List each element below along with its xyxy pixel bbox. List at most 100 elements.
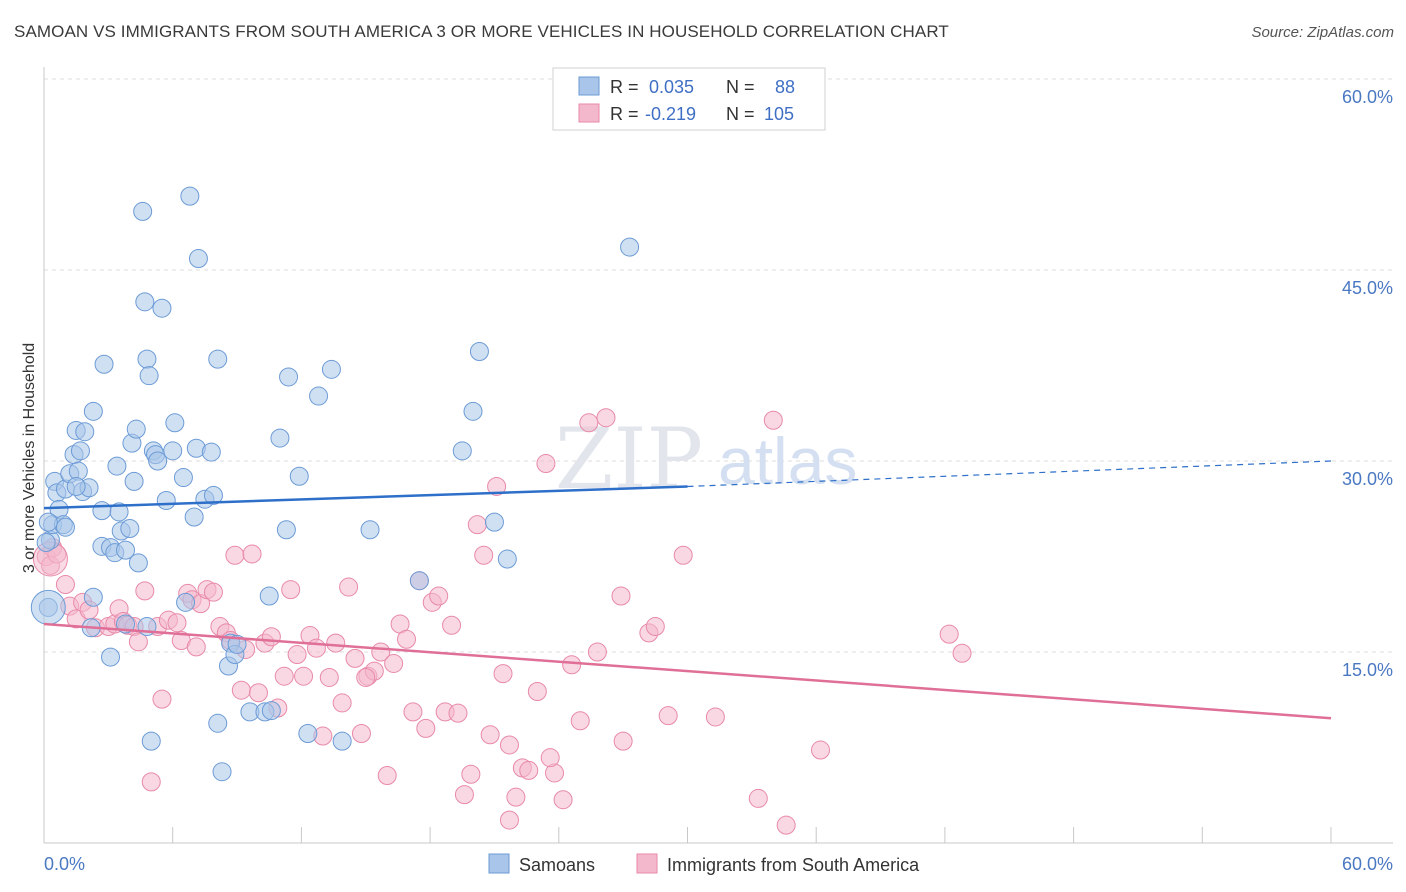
samoans-point xyxy=(135,292,155,312)
samoans-point xyxy=(227,634,247,654)
samoans-point xyxy=(176,592,196,612)
samoans-point xyxy=(208,349,228,369)
immigrants-point xyxy=(579,413,599,433)
x-tick-label: 0.0% xyxy=(44,854,85,874)
immigrants-point xyxy=(416,718,436,738)
watermark: ZIP atlas xyxy=(555,410,857,508)
immigrants-point xyxy=(553,790,573,810)
samoans-point xyxy=(36,532,56,552)
immigrants-point xyxy=(527,681,547,701)
series-legend-label-samoans: Samoans xyxy=(519,855,595,875)
immigrants-point xyxy=(454,785,474,805)
samoans-point xyxy=(360,520,380,540)
immigrants-point xyxy=(332,693,352,713)
immigrants-point xyxy=(810,740,830,760)
samoans-point xyxy=(133,201,153,221)
immigrants-point xyxy=(658,706,678,726)
samoans-point xyxy=(83,587,103,607)
samoans-point xyxy=(188,249,208,269)
watermark-zip: ZIP xyxy=(555,410,703,508)
samoans-point xyxy=(173,468,193,488)
samoans-point xyxy=(409,571,429,591)
immigrants-point xyxy=(461,764,481,784)
samoans-point xyxy=(332,731,352,751)
grid-lines xyxy=(44,78,1393,653)
samoans-point xyxy=(463,401,483,421)
immigrants-point xyxy=(377,766,397,786)
axes xyxy=(43,67,1393,844)
samoans-point xyxy=(276,520,296,540)
samoans-point xyxy=(309,386,329,406)
immigrants-point xyxy=(225,545,245,565)
immigrants-point xyxy=(448,703,468,723)
legend-swatch-samoans xyxy=(578,76,600,96)
samoans-point xyxy=(497,549,517,569)
samoans-trend-line xyxy=(43,485,688,510)
samoans-point xyxy=(100,647,120,667)
legend-r-label-samoans: R = xyxy=(610,77,639,97)
immigrants-point xyxy=(351,723,371,743)
immigrants-point xyxy=(596,408,616,428)
immigrants-point xyxy=(748,788,768,808)
immigrants-point xyxy=(442,615,462,635)
samoans-point xyxy=(208,713,228,733)
series-legend-swatch-immigrants xyxy=(636,853,658,874)
immigrants-point xyxy=(487,476,507,496)
samoans-point xyxy=(163,441,183,461)
samoans-point xyxy=(126,419,146,439)
samoans-point xyxy=(38,512,58,532)
immigrants-point xyxy=(294,666,314,686)
immigrants-point xyxy=(384,653,404,673)
immigrants-point xyxy=(339,577,359,597)
samoans-point xyxy=(156,490,176,510)
samoans-point xyxy=(203,485,223,505)
legend-swatch-immigrants xyxy=(578,103,600,123)
immigrants-point xyxy=(673,545,693,565)
samoans-point xyxy=(152,298,172,318)
y-axis-label: 3 or more Vehicles in Household xyxy=(21,343,38,573)
samoans-point xyxy=(83,401,103,421)
immigrants-point xyxy=(128,632,148,652)
y-tick-label: 45.0% xyxy=(1342,278,1393,298)
samoans-point xyxy=(139,366,159,386)
immigrants-point xyxy=(705,707,725,727)
samoans-point xyxy=(94,354,114,374)
samoans-point xyxy=(137,349,157,369)
samoans-point xyxy=(452,441,472,461)
immigrants-point xyxy=(356,667,376,687)
y-tick-label: 30.0% xyxy=(1342,469,1393,489)
y-tick-label: 60.0% xyxy=(1342,87,1393,107)
samoans-trend-extension xyxy=(687,460,1332,488)
immigrants-point xyxy=(467,515,487,535)
samoans-point xyxy=(128,553,148,573)
immigrants-point xyxy=(776,815,796,835)
immigrants-point xyxy=(203,582,223,602)
samoans-point xyxy=(70,441,90,461)
immigrants-point xyxy=(645,617,665,637)
samoans-point xyxy=(165,413,185,433)
legend-r-value-immigrants: -0.219 xyxy=(645,104,696,124)
x-tick-labels: 0.0% 60.0% xyxy=(44,854,1393,874)
samoans-point xyxy=(141,731,161,751)
legend-n-value-immigrants: 105 xyxy=(764,104,794,124)
series-legend-label-immigrants: Immigrants from South America xyxy=(667,855,920,875)
immigrants-point xyxy=(287,645,307,665)
samoans-point xyxy=(109,502,129,522)
immigrants-point xyxy=(306,638,326,658)
immigrants-point xyxy=(613,731,633,751)
samoans-point xyxy=(180,186,200,206)
y-tick-labels: 15.0% 30.0% 45.0% 60.0% xyxy=(1342,87,1393,680)
legend-n-label-samoans: N = xyxy=(726,77,755,97)
immigrants-point xyxy=(480,725,500,745)
immigrants-point xyxy=(274,666,294,686)
immigrants-point xyxy=(397,629,417,649)
immigrants-point xyxy=(55,575,75,595)
samoans-point xyxy=(620,237,640,257)
immigrants-point xyxy=(952,643,972,663)
immigrants-point xyxy=(152,689,172,709)
samoans-point xyxy=(107,456,127,476)
immigrants-point xyxy=(135,581,155,601)
immigrants-point xyxy=(570,711,590,731)
samoans-point xyxy=(184,507,204,527)
